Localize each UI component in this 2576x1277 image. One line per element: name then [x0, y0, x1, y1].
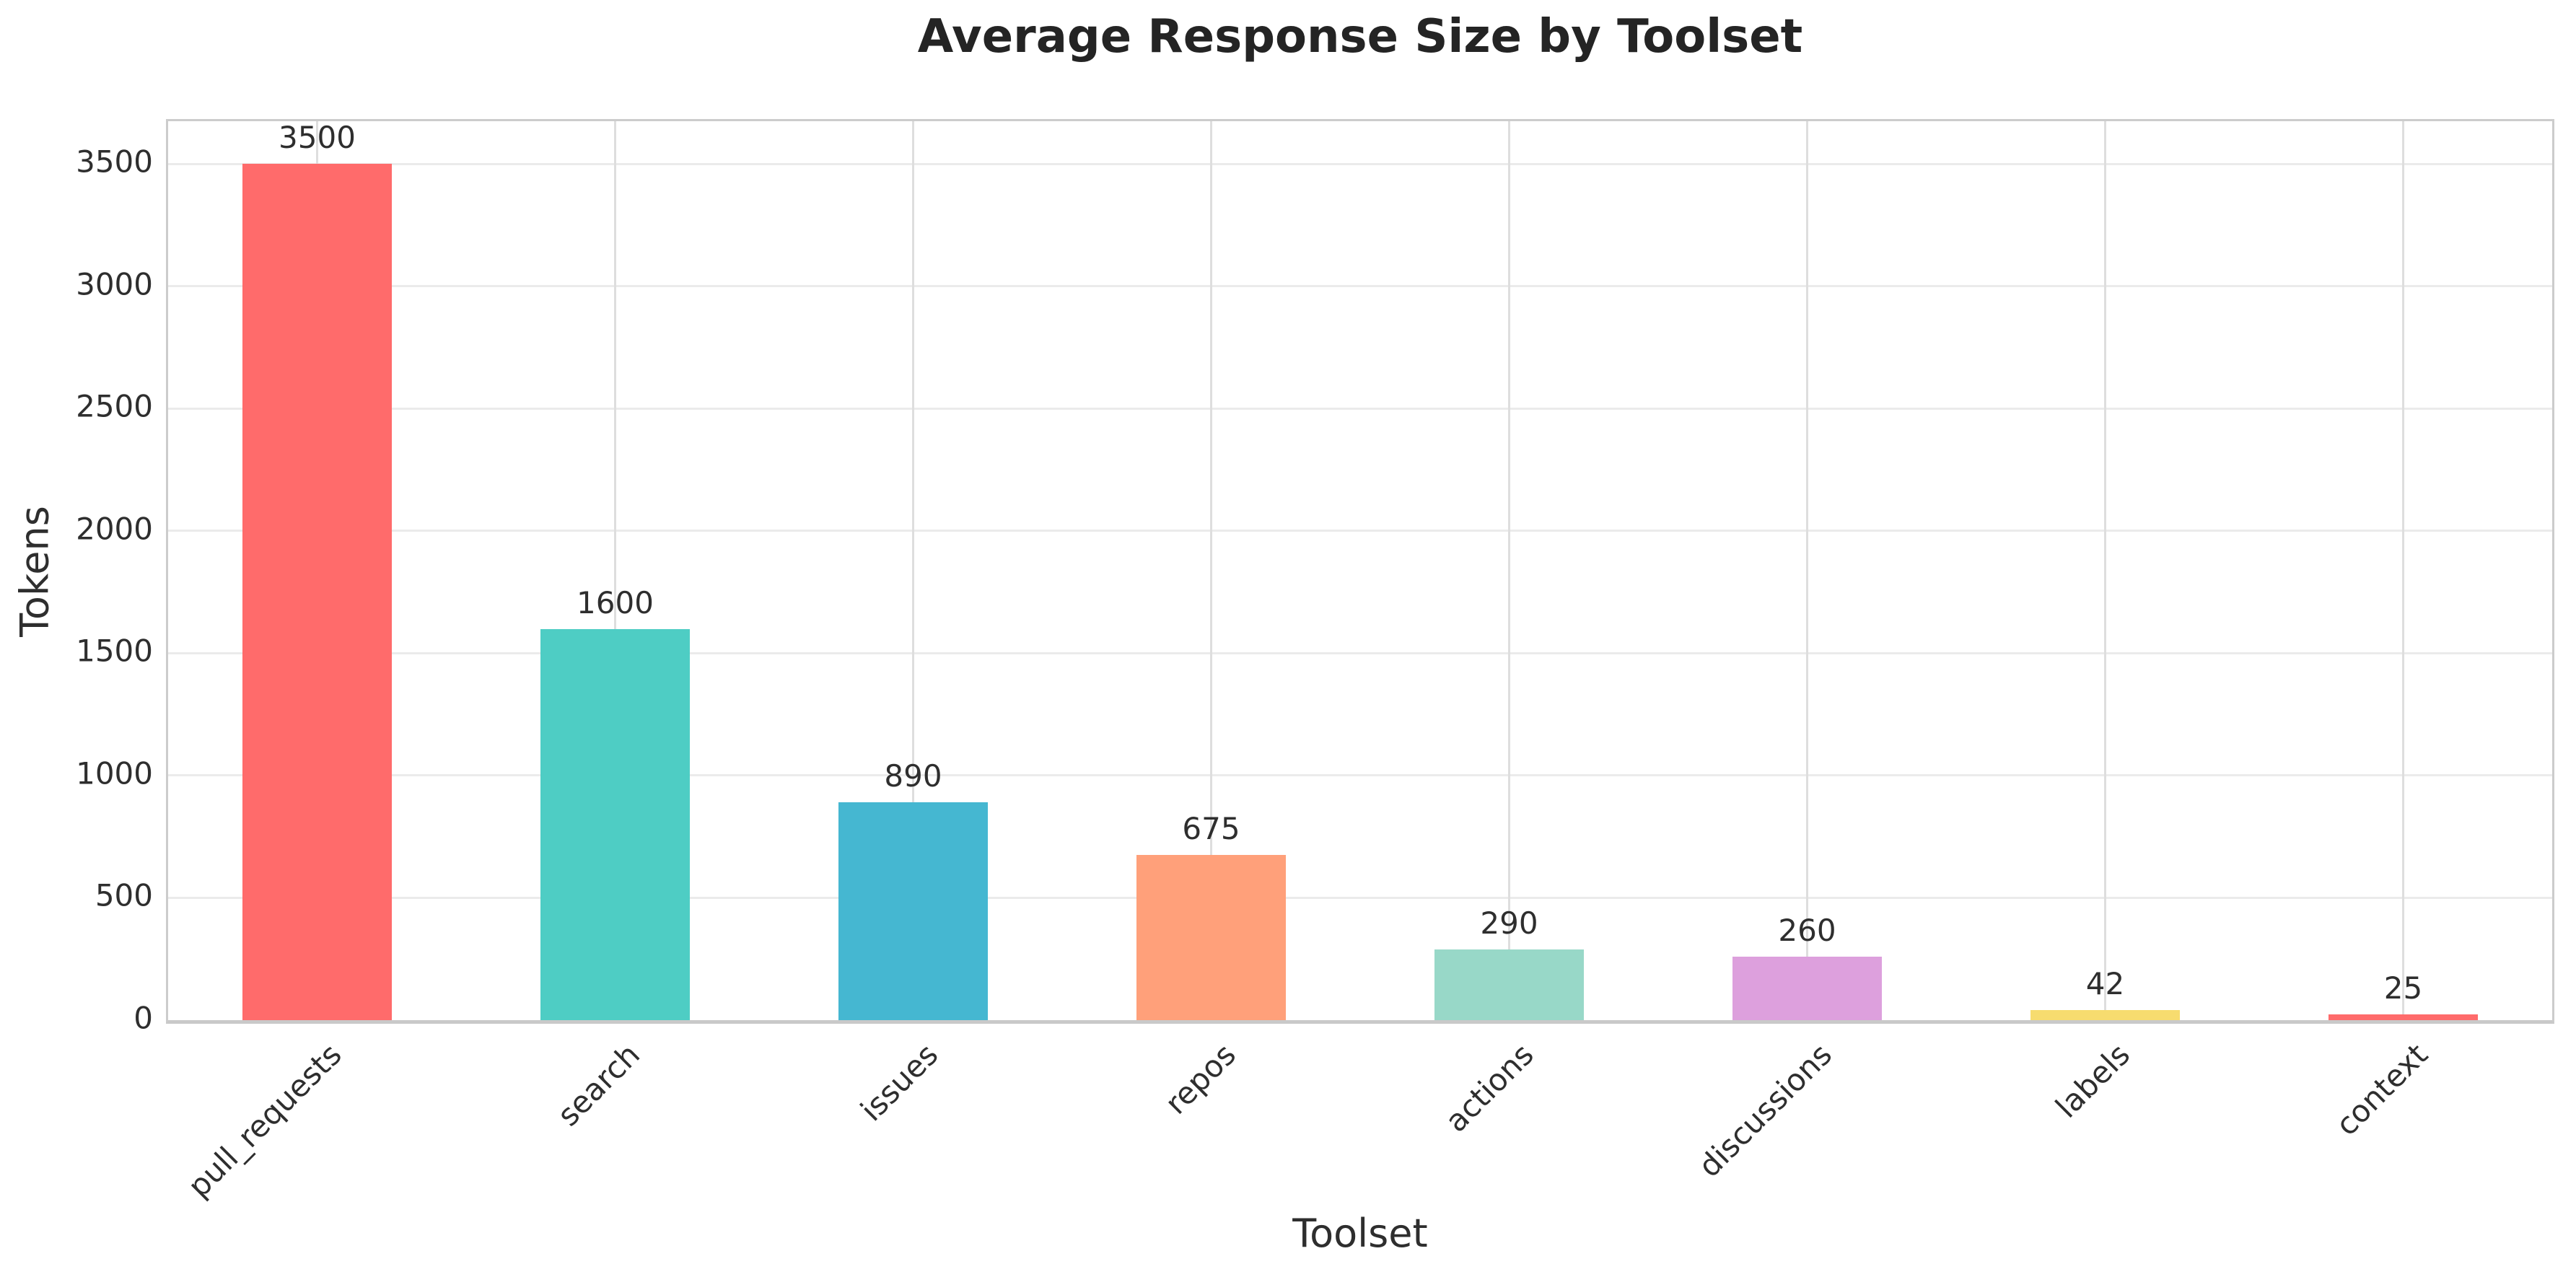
- x-tick-label: labels: [2049, 1037, 2137, 1125]
- h-gridline: [168, 774, 2552, 777]
- bar: [2030, 1009, 2180, 1020]
- y-tick-label: 1000: [76, 755, 153, 791]
- bar: [540, 628, 690, 1020]
- h-gridline: [168, 896, 2552, 899]
- y-axis-label: Tokens: [12, 506, 58, 637]
- y-tick-label: 500: [95, 877, 153, 913]
- bar: [242, 164, 392, 1020]
- v-gridline: [1508, 121, 1510, 1020]
- h-gridline: [168, 530, 2552, 532]
- x-tick-label: pull_requests: [181, 1037, 349, 1205]
- x-tick-label: issues: [853, 1037, 945, 1128]
- h-gridline: [168, 651, 2552, 654]
- plot-area: 3500 1600 890 675 290 260 42 25: [166, 119, 2554, 1024]
- x-tick-label: context: [2329, 1037, 2435, 1143]
- bar-value-label: 25: [2383, 970, 2423, 1006]
- bar-value-label: 3500: [279, 120, 356, 156]
- chart-title: Average Response Size by Toolset: [917, 10, 1803, 63]
- y-tick-label: 1500: [76, 633, 153, 669]
- bar-value-label: 675: [1182, 811, 1240, 847]
- x-tick-label: discussions: [1691, 1037, 1839, 1185]
- h-gridline: [168, 285, 2552, 288]
- y-tick-label: 3000: [76, 266, 153, 302]
- h-gridline: [168, 162, 2552, 165]
- bar: [838, 802, 988, 1020]
- x-axis-label: Toolset: [1292, 1211, 1428, 1256]
- bar: [1434, 949, 1584, 1020]
- y-tick-label: 3500: [76, 144, 153, 180]
- bar-value-label: 890: [884, 758, 942, 794]
- v-gridline: [1210, 121, 1212, 1020]
- bar-value-label: 290: [1480, 905, 1538, 941]
- x-tick-label: actions: [1438, 1037, 1541, 1139]
- v-gridline: [2104, 121, 2106, 1020]
- y-tick-label: 2500: [76, 388, 153, 424]
- bar: [2329, 1014, 2478, 1020]
- bar: [1136, 855, 1286, 1020]
- y-tick-label: 0: [133, 1000, 153, 1036]
- v-gridline: [912, 121, 914, 1020]
- y-tick-label: 2000: [76, 511, 153, 547]
- v-gridline: [2402, 121, 2404, 1020]
- bar-value-label: 42: [2085, 965, 2125, 1001]
- v-gridline: [614, 121, 616, 1020]
- h-gridline: [168, 407, 2552, 410]
- bar-value-label: 1600: [577, 584, 654, 620]
- v-gridline: [1806, 121, 1808, 1020]
- x-tick-label: repos: [1158, 1037, 1243, 1121]
- bar-value-label: 260: [1778, 912, 1836, 948]
- x-tick-label: search: [550, 1037, 647, 1133]
- bar: [1732, 956, 1882, 1020]
